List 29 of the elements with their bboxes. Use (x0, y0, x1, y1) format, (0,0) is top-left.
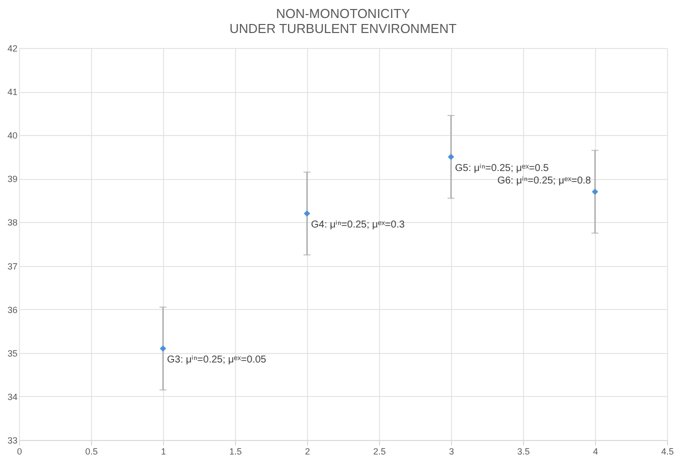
point (592, 188, 598, 195)
y-tick-label: 36 (7, 304, 18, 315)
annotation: G3: μⁱⁿ=0.25; μᵉˣ=0.05 (167, 354, 267, 366)
point (160, 345, 166, 352)
x-tick-label: 4 (592, 446, 598, 456)
chart-title: NON-MONOTONICITY UNDER TURBULENT ENVIRONMENT (229, 6, 457, 36)
x-tick-label: 2.5 (373, 446, 386, 456)
point (304, 210, 310, 217)
x-tick-label: 3 (448, 446, 454, 456)
x-tick-label: 3.5 (517, 446, 530, 456)
annotation: G5: μⁱⁿ=0.25; μᵉˣ=0.5 (455, 162, 550, 174)
x-tick-label: 0 (16, 446, 22, 456)
y-tick-label: 34 (7, 392, 18, 402)
x-tick-label: 2 (304, 446, 310, 456)
annotation: G6: μⁱⁿ=0.25; μᵉˣ=0.8 (497, 176, 592, 187)
x-tick-label: 1.5 (229, 446, 242, 456)
y-tick-label: 35 (7, 348, 18, 358)
x-tick-label: 0.5 (85, 446, 98, 456)
y-tick-label: 39 (7, 174, 18, 184)
annotation: G4: μⁱⁿ=0.25; μᵉˣ=0.3 (311, 220, 406, 231)
x-tick-label: 4.5 (661, 446, 674, 456)
y-tick-label: 38 (7, 218, 18, 228)
y-tick-label: 37 (7, 261, 18, 272)
y-tick-label: 42 (7, 44, 18, 54)
y-tick-label: 33 (7, 436, 18, 446)
point (448, 154, 454, 160)
y-tick-label: 41 (7, 87, 18, 98)
y-tick-label: 40 (7, 130, 18, 141)
x-tick-label: 1 (160, 446, 166, 456)
